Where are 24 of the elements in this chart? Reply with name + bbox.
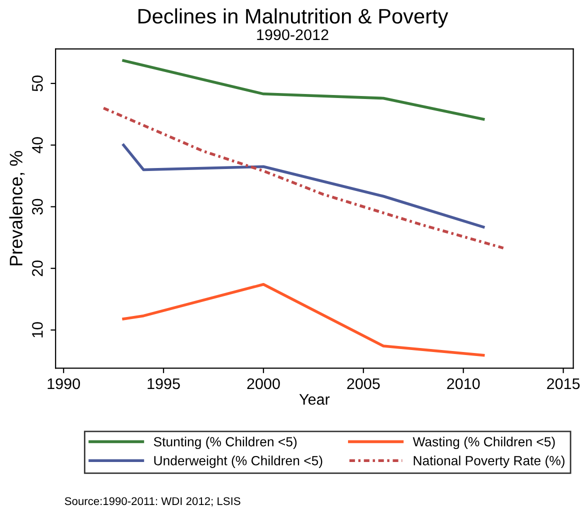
y-tick-label: 10 [32,322,43,338]
x-tick-label: 2005 [347,378,380,390]
legend-label: Underweight (% Children <5) [154,456,322,468]
legend-label: National Poverty Rate (%) [414,456,564,468]
x-axis-title: Year [299,394,330,405]
y-axis-title: Prevalence, % [9,151,25,266]
chart-subtitle: 1990-2012 [257,29,328,40]
y-tick-label: 40 [32,137,43,154]
y-tick-label: 50 [32,76,43,92]
x-tick-label: 2000 [247,378,280,390]
x-tick-label: 2015 [547,378,580,390]
x-tick-label: 1995 [148,378,180,390]
x-tick-label: 2010 [447,378,480,390]
y-tick-label: 30 [32,198,43,215]
chart-title: Declines in Malnutrition & Poverty [138,8,448,28]
line-series [102,106,505,250]
line-series [122,59,485,121]
legend-label: Stunting (% Children <5) [154,436,297,450]
x-tick-label: 1990 [48,378,80,390]
y-tick-label: 20 [32,260,43,276]
legend-label: Wasting (% Children <5) [412,436,555,450]
line-series [122,283,485,357]
source-note: Source:1990-2011: WDI 2012; LSIS [64,497,240,506]
line-series [122,144,485,228]
